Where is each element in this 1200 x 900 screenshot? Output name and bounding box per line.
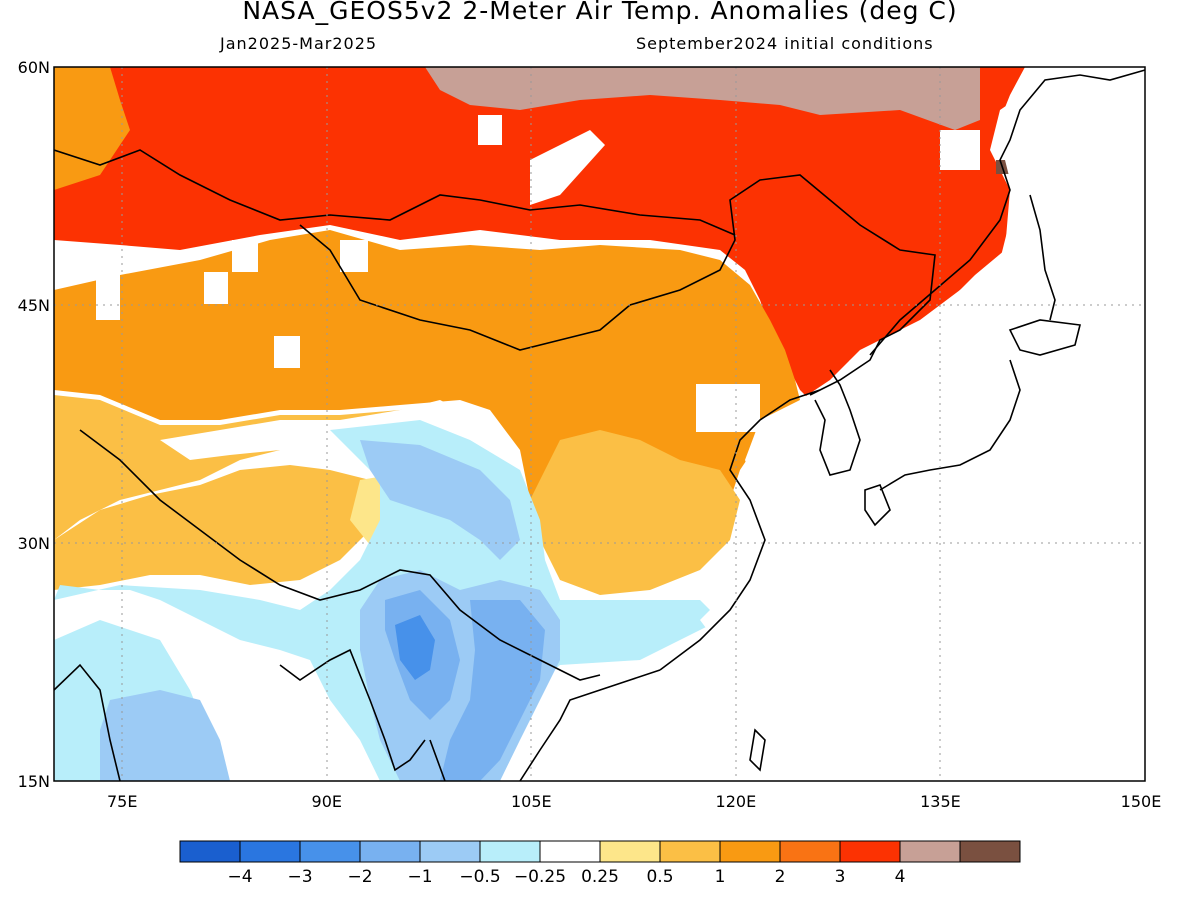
lon-tick-label: 90E [312, 792, 342, 811]
mask-cell [232, 240, 258, 272]
lat-tick-label: 30N [18, 534, 50, 553]
region-cool-india [100, 690, 230, 781]
russia-east-coast [869, 69, 1145, 356]
forecast-period: Jan2025-Mar2025 [220, 34, 378, 53]
colorbar-label: −2 [347, 867, 372, 887]
colorbar-label: −3 [287, 867, 312, 887]
colorbar-swatch [899, 840, 961, 863]
colorbar-swatch [779, 840, 841, 863]
mask-cell [96, 272, 120, 320]
korea-coast [814, 369, 861, 476]
colorbar-swatch [599, 840, 661, 863]
mask-cell [478, 115, 502, 145]
map-title: NASA_GEOS5v2 2-Meter Air Temp. Anomalies… [242, 0, 958, 25]
lon-tick-label: 150E [1121, 792, 1162, 811]
region-cool-core [395, 615, 435, 680]
japan-honshu [879, 359, 1021, 491]
region-cool [360, 440, 520, 560]
colorbar-label: 1 [715, 867, 726, 887]
colorbar: −4 −3 −2 −1 −0.5 −0.25 0.25 0.5 1 2 3 4 [179, 840, 1021, 887]
colorbar-label: −0.25 [514, 867, 566, 887]
lon-tick-label: 135E [920, 792, 961, 811]
india-coast [54, 663, 121, 781]
colorbar-swatch [419, 840, 481, 863]
china-south-border [79, 429, 601, 681]
china-mongolia-border [299, 174, 936, 396]
region-orange [54, 67, 130, 190]
colorbar-swatch [179, 840, 241, 863]
colorbar-swatch [479, 840, 541, 863]
longitude-labels: 75E 90E 105E 120E 135E 150E [107, 792, 1161, 811]
sakhalin [1029, 194, 1056, 321]
gridlines [54, 67, 1145, 781]
hokkaido [1008, 319, 1081, 356]
colorbar-label: 3 [835, 867, 846, 887]
colorbar-label: 0.25 [581, 867, 619, 887]
map-frame [53, 66, 1146, 782]
mask-cell [204, 272, 228, 304]
colorbar-swatch [719, 840, 781, 863]
region-warm-east [530, 430, 740, 595]
colorbar-swatch [239, 840, 301, 863]
anomaly-field [54, 67, 1145, 781]
colorbar-swatch [539, 840, 601, 863]
colorbar-label: 4 [895, 867, 906, 887]
initial-conditions: September2024 initial conditions [636, 34, 934, 53]
coastlines-borders [54, 69, 1145, 781]
region-cool-strong-2 [440, 600, 545, 781]
colorbar-swatch [659, 840, 721, 863]
lat-tick-label: 45N [18, 296, 50, 315]
mask-cell [696, 384, 760, 432]
latitude-labels: 60N 45N 30N 15N [18, 58, 50, 791]
china-east-coast [659, 389, 821, 671]
colorbar-label: 2 [775, 867, 786, 887]
colorbar-label: −1 [407, 867, 432, 887]
taiwan [749, 728, 766, 772]
lat-tick-label: 60N [18, 58, 50, 77]
colorbar-label: 0.5 [646, 867, 673, 887]
lon-tick-label: 75E [107, 792, 137, 811]
lon-tick-label: 105E [511, 792, 552, 811]
mask-cell [940, 130, 980, 170]
russia-border [54, 149, 736, 236]
region-warm-south [54, 465, 380, 590]
colorbar-swatch [359, 840, 421, 863]
region-masked-east [700, 67, 1145, 781]
colorbar-swatch [299, 840, 361, 863]
colorbar-label: −0.5 [459, 867, 500, 887]
lat-tick-label: 15N [18, 772, 50, 791]
kyushu [864, 484, 891, 527]
colorbar-swatch [839, 840, 901, 863]
colorbar-label: −4 [227, 867, 252, 887]
region-hot-north [54, 67, 1025, 410]
indochina-coast [429, 669, 661, 781]
mask-cell [530, 130, 605, 205]
mask-cell [340, 240, 368, 272]
lon-tick-label: 120E [716, 792, 757, 811]
colorbar-swatch [959, 840, 1021, 863]
region-very-hot [425, 67, 980, 130]
mask-cell [274, 336, 300, 368]
bay-of-bengal-coast [279, 648, 426, 772]
